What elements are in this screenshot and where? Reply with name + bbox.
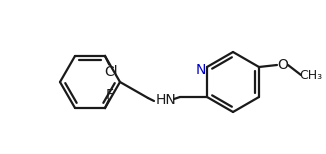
Text: F: F [106, 88, 114, 102]
Text: O: O [277, 58, 289, 72]
Text: CH₃: CH₃ [299, 69, 322, 83]
Text: N: N [196, 63, 206, 77]
Text: Cl: Cl [104, 65, 118, 79]
Text: HN: HN [156, 93, 176, 107]
